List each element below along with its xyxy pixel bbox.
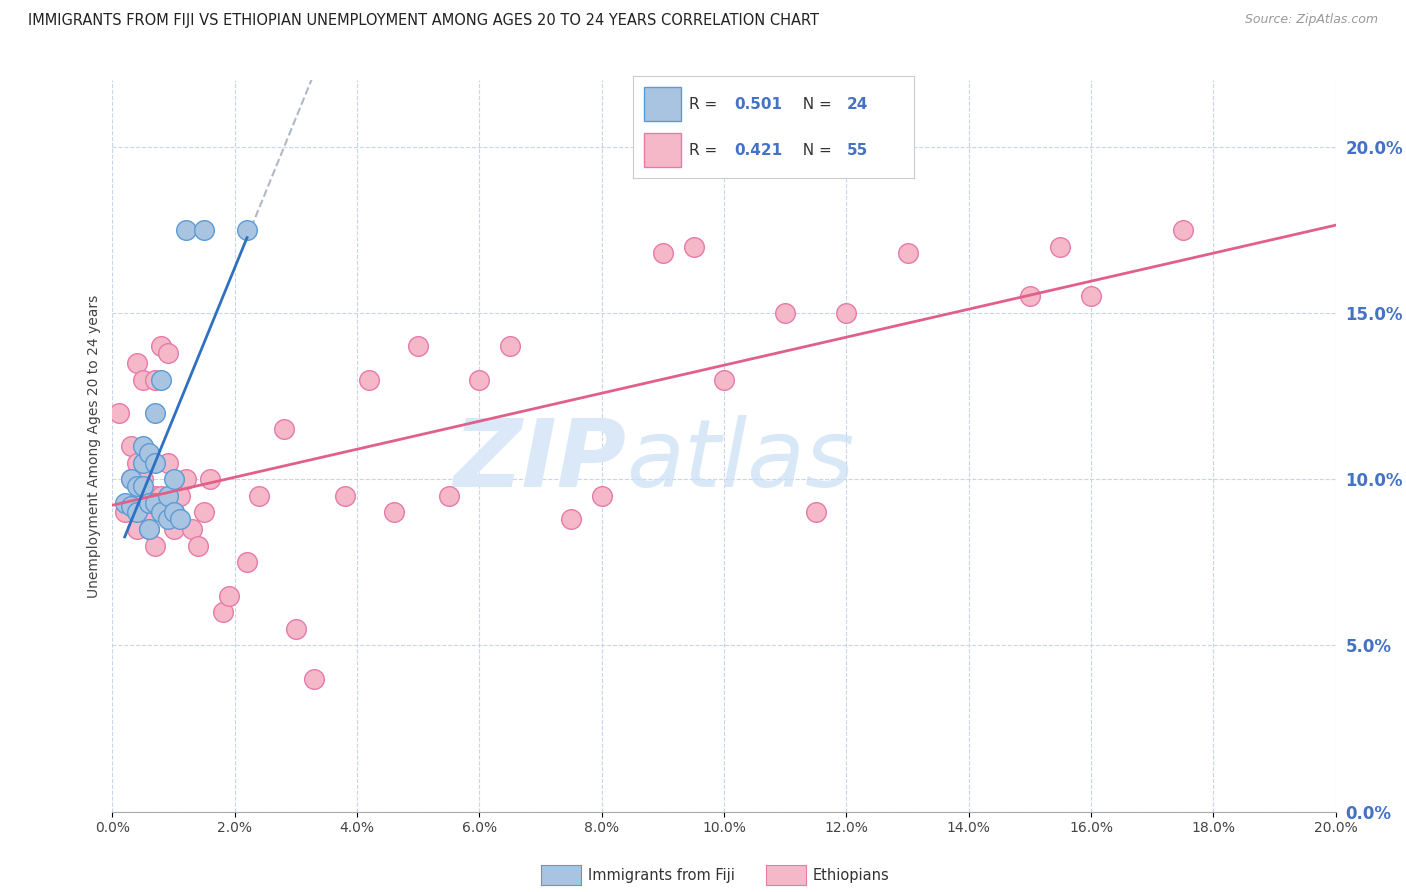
Text: R =: R = [689, 143, 723, 158]
Point [125, 479, 148, 493]
Point [107, 406, 129, 420]
Point [120, 472, 142, 486]
Point [163, 472, 186, 486]
Bar [644, 133, 681, 167]
Point [468, 372, 491, 386]
Point [114, 495, 136, 509]
Point [304, 672, 326, 686]
Point [132, 372, 155, 386]
Text: 0.421: 0.421 [734, 143, 782, 158]
Point [132, 489, 155, 503]
Point [333, 489, 356, 503]
Point [437, 489, 460, 503]
Point [775, 306, 797, 320]
Point [193, 506, 215, 520]
Point [174, 472, 197, 486]
Point [120, 472, 142, 486]
Text: atlas: atlas [626, 415, 855, 506]
Point [143, 372, 166, 386]
Point [120, 439, 142, 453]
Point [163, 506, 186, 520]
Point [218, 589, 240, 603]
Point [138, 495, 160, 509]
Point [560, 512, 582, 526]
Point [169, 512, 191, 526]
Point [138, 489, 160, 503]
Point [125, 506, 148, 520]
Point [132, 439, 155, 453]
Text: Immigrants from Fiji: Immigrants from Fiji [588, 868, 734, 882]
Point [156, 489, 179, 503]
Bar [644, 87, 681, 121]
Point [273, 422, 295, 436]
Point [163, 506, 186, 520]
Point [125, 522, 148, 536]
Point [382, 506, 405, 520]
Point [193, 223, 215, 237]
Point [1049, 239, 1071, 253]
Point [143, 495, 166, 509]
Point [174, 223, 197, 237]
Point [804, 506, 827, 520]
Point [132, 479, 155, 493]
Point [143, 456, 166, 470]
Point [652, 246, 675, 260]
Text: 55: 55 [846, 143, 868, 158]
Point [138, 445, 160, 459]
Point [835, 306, 858, 320]
Point [499, 339, 522, 353]
Point [284, 622, 308, 636]
Point [713, 372, 735, 386]
Point [1018, 289, 1040, 303]
Point [1080, 289, 1102, 303]
Point [150, 372, 173, 386]
Point [143, 539, 166, 553]
Point [143, 406, 166, 420]
Point [156, 512, 179, 526]
Point [150, 339, 173, 353]
Point [897, 246, 920, 260]
Text: N =: N = [793, 96, 837, 112]
Point [247, 489, 270, 503]
Text: 0.501: 0.501 [734, 96, 782, 112]
Point [138, 522, 160, 536]
Point [187, 539, 209, 553]
Point [408, 339, 430, 353]
Text: IMMIGRANTS FROM FIJI VS ETHIOPIAN UNEMPLOYMENT AMONG AGES 20 TO 24 YEARS CORRELA: IMMIGRANTS FROM FIJI VS ETHIOPIAN UNEMPL… [28, 13, 820, 29]
Point [150, 506, 173, 520]
Point [163, 522, 186, 536]
Text: N =: N = [793, 143, 837, 158]
Point [138, 522, 160, 536]
Point [156, 346, 179, 360]
Text: R =: R = [689, 96, 723, 112]
Point [236, 223, 259, 237]
Point [200, 472, 222, 486]
Point [169, 489, 191, 503]
Point [132, 456, 155, 470]
Point [114, 506, 136, 520]
Point [143, 489, 166, 503]
Point [682, 239, 704, 253]
Point [181, 522, 204, 536]
Point [359, 372, 381, 386]
Text: Ethiopians: Ethiopians [813, 868, 890, 882]
Point [138, 506, 160, 520]
Text: Source: ZipAtlas.com: Source: ZipAtlas.com [1244, 13, 1378, 27]
Text: ZIP: ZIP [453, 415, 626, 507]
Text: 24: 24 [846, 96, 868, 112]
Point [150, 489, 173, 503]
Point [156, 456, 179, 470]
Point [125, 356, 148, 370]
Point [236, 555, 259, 569]
Point [120, 499, 142, 513]
Point [591, 489, 613, 503]
Point [211, 605, 233, 619]
Point [1171, 223, 1194, 237]
Point [125, 456, 148, 470]
Y-axis label: Unemployment Among Ages 20 to 24 years: Unemployment Among Ages 20 to 24 years [87, 294, 101, 598]
Point [132, 472, 155, 486]
